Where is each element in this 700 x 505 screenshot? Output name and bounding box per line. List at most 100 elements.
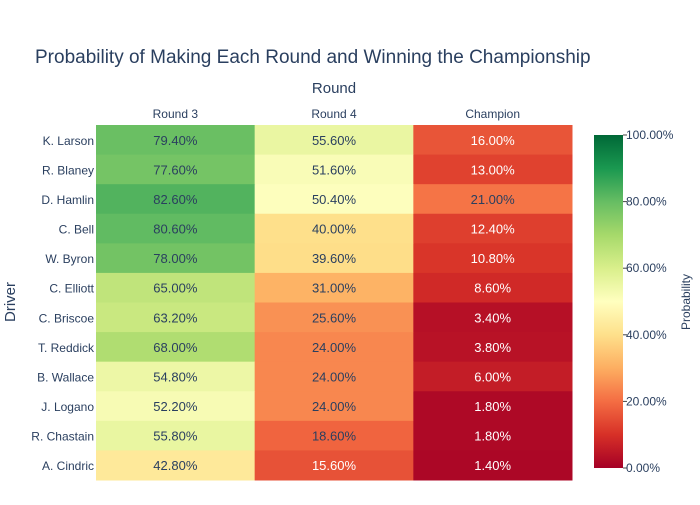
cell-value-label: 24.00% xyxy=(312,399,357,414)
cell-value-label: 8.60% xyxy=(474,281,511,296)
heatmap-cell xyxy=(254,213,414,244)
cell-value-label: 68.00% xyxy=(153,340,198,355)
cell-value-label: 10.80% xyxy=(471,251,516,266)
colorbar-gradient xyxy=(594,135,623,468)
cell-value-label: 13.00% xyxy=(471,162,516,177)
heatmap-cell xyxy=(254,391,414,422)
cell-value-label: 12.40% xyxy=(471,222,516,237)
cell-value-label: 80.60% xyxy=(153,222,198,237)
cell-value-label: 15.60% xyxy=(312,458,357,473)
heatmap-cell xyxy=(413,272,573,303)
cell-value-label: 18.60% xyxy=(312,429,357,444)
cell-value-label: 16.00% xyxy=(471,133,516,148)
heatmap-cell xyxy=(96,391,256,422)
y-tick-label: W. Byron xyxy=(45,252,94,266)
y-tick-labels: K. Larson R. Blaney D. Hamlin C. Bell W. Byr… xyxy=(31,134,95,473)
y-tick-label: T. Reddick xyxy=(38,341,95,355)
heatmap-cell xyxy=(254,450,414,481)
cell-value-label: 79.40% xyxy=(153,133,198,148)
heatmap-cell xyxy=(96,243,256,274)
cell-value-label: 42.80% xyxy=(153,458,198,473)
heatmap-cell xyxy=(413,391,573,422)
heatmap-cell xyxy=(96,420,256,451)
heatmap-cell xyxy=(413,243,573,274)
heatmap-cell xyxy=(96,302,256,333)
cell-value-label: 55.80% xyxy=(153,429,198,444)
cell-value-label: 50.40% xyxy=(312,192,357,207)
cell-value-label: 1.80% xyxy=(474,429,511,444)
y-tick-label: J. Logano xyxy=(41,400,94,414)
y-tick-label: C. Bell xyxy=(59,223,94,237)
cell-value-label: 82.60% xyxy=(153,192,198,207)
cell-value-label: 3.80% xyxy=(474,340,511,355)
colorbar-tick-label: 100.00% xyxy=(626,128,674,142)
heatmap-cell xyxy=(96,361,256,392)
heatmap-cell xyxy=(413,184,573,215)
heatmap-cell xyxy=(254,420,414,451)
heatmap-cell xyxy=(254,332,414,363)
colorbar-tick-label: 40.00% xyxy=(626,328,667,342)
heatmap-cell xyxy=(413,420,573,451)
heatmap-cell xyxy=(254,154,414,185)
heatmap-cell xyxy=(413,302,573,333)
colorbar-tick-label: 80.00% xyxy=(626,195,667,209)
heatmap-cell xyxy=(96,332,256,363)
x-tick-label: Round 4 xyxy=(311,107,357,121)
heatmap-cell xyxy=(413,213,573,244)
heatmap-cell xyxy=(413,125,573,156)
heatmap-cell xyxy=(413,332,573,363)
colorbar-tick-label: 20.00% xyxy=(626,394,667,408)
heatmap-cell xyxy=(96,213,256,244)
heatmap-cell xyxy=(413,154,573,185)
heatmap-cell xyxy=(254,361,414,392)
cell-value-label: 77.60% xyxy=(153,162,198,177)
cell-value-label: 24.00% xyxy=(312,369,357,384)
y-tick-label: D. Hamlin xyxy=(41,193,94,207)
colorbar: Probability 0.00% 20.00% 40.00% 60.00% 80.00… xyxy=(594,128,693,475)
heatmap-cell xyxy=(254,272,414,303)
cell-value-label: 39.60% xyxy=(312,251,357,266)
heatmap-cell xyxy=(413,361,573,392)
cell-value-label: 65.00% xyxy=(153,281,198,296)
y-tick-label: C. Elliott xyxy=(49,282,94,296)
cell-value-label: 31.00% xyxy=(312,281,357,296)
x-tick-labels: Round 3 Round 4 Champion xyxy=(153,107,520,121)
cell-value-label: 40.00% xyxy=(312,222,357,237)
x-tick-label: Champion xyxy=(465,107,520,121)
heatmap-cell xyxy=(254,125,414,156)
cell-value-label: 1.40% xyxy=(474,458,511,473)
y-axis-title: Driver xyxy=(2,282,19,322)
colorbar-tick-label: 60.00% xyxy=(626,261,667,275)
heatmap-cell xyxy=(413,450,573,481)
cell-value-label: 78.00% xyxy=(153,251,198,266)
heatmap-cell xyxy=(254,243,414,274)
cell-value-label: 3.40% xyxy=(474,310,511,325)
heatmap-cell xyxy=(96,154,256,185)
cell-value-label: 6.00% xyxy=(474,369,511,384)
colorbar-title: Probability xyxy=(679,274,693,330)
heatmap-cell xyxy=(254,302,414,333)
cell-value-label: 52.20% xyxy=(153,399,198,414)
cell-value-label: 55.60% xyxy=(312,133,357,148)
cell-value-label: 1.80% xyxy=(474,399,511,414)
y-tick-label: R. Chastain xyxy=(31,430,94,444)
cell-value-label: 21.00% xyxy=(471,192,516,207)
y-tick-label: K. Larson xyxy=(43,134,94,148)
y-tick-label: B. Wallace xyxy=(37,370,94,384)
heatmap-cell xyxy=(96,184,256,215)
heatmap-cell xyxy=(96,450,256,481)
cell-value-label: 63.20% xyxy=(153,310,198,325)
y-tick-label: A. Cindric xyxy=(42,459,94,473)
cell-value-label: 24.00% xyxy=(312,340,357,355)
heatmap-cells: 79.40% 55.60% 16.00% 77.60% 51.60% 13.00% 82.6… xyxy=(96,125,573,481)
cell-value-label: 25.60% xyxy=(312,310,357,325)
heatmap-cell xyxy=(254,184,414,215)
heatmap-cell xyxy=(96,125,256,156)
chart-title: Probability of Making Each Round and Win… xyxy=(35,47,591,68)
y-tick-label: R. Blaney xyxy=(42,163,94,177)
x-tick-label: Round 3 xyxy=(153,107,199,121)
y-tick-label: C. Briscoe xyxy=(39,311,95,325)
heatmap-cell xyxy=(96,272,256,303)
